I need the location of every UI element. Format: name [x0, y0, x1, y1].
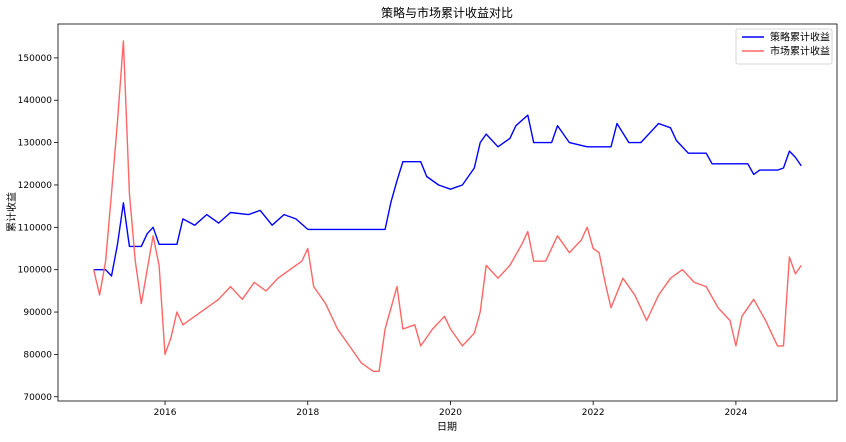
legend-label-strategy: 策略累计收益	[770, 31, 830, 44]
y-axis-label: 累计收益	[5, 192, 18, 232]
y-tick-label: 90000	[23, 308, 52, 318]
plot-area	[57, 23, 838, 402]
series-lines	[93, 40, 802, 372]
x-tick-label: 2018	[296, 408, 319, 418]
x-tick-label: 2022	[582, 408, 605, 418]
y-tick-label: 70000	[23, 393, 52, 403]
x-tick-label: 2024	[724, 408, 747, 418]
y-tick-label: 150000	[18, 54, 53, 64]
y-tick-label: 110000	[18, 223, 53, 233]
strategy-line	[93, 114, 802, 277]
legend-label-market: 市场累计收益	[770, 45, 830, 58]
y-tick-label: 140000	[18, 96, 53, 106]
market-line	[93, 40, 802, 372]
x-tick-label: 2020	[439, 408, 462, 418]
y-tick-label: 120000	[18, 181, 53, 191]
x-axis-label: 日期	[437, 421, 457, 433]
y-axis: 70000 80000 90000 100000 110000 120000 130000 1…	[18, 54, 58, 403]
y-tick-label: 80000	[23, 350, 52, 360]
x-tick-label: 2016	[154, 408, 177, 418]
x-axis: 2016 2018 2020 2022 2024	[154, 401, 748, 418]
legend: 策略累计收益 市场累计收益	[735, 28, 833, 65]
y-tick-label: 100000	[18, 266, 53, 276]
y-tick-label: 130000	[18, 139, 53, 149]
chart-title: 策略与市场累计收益对比	[381, 5, 513, 20]
